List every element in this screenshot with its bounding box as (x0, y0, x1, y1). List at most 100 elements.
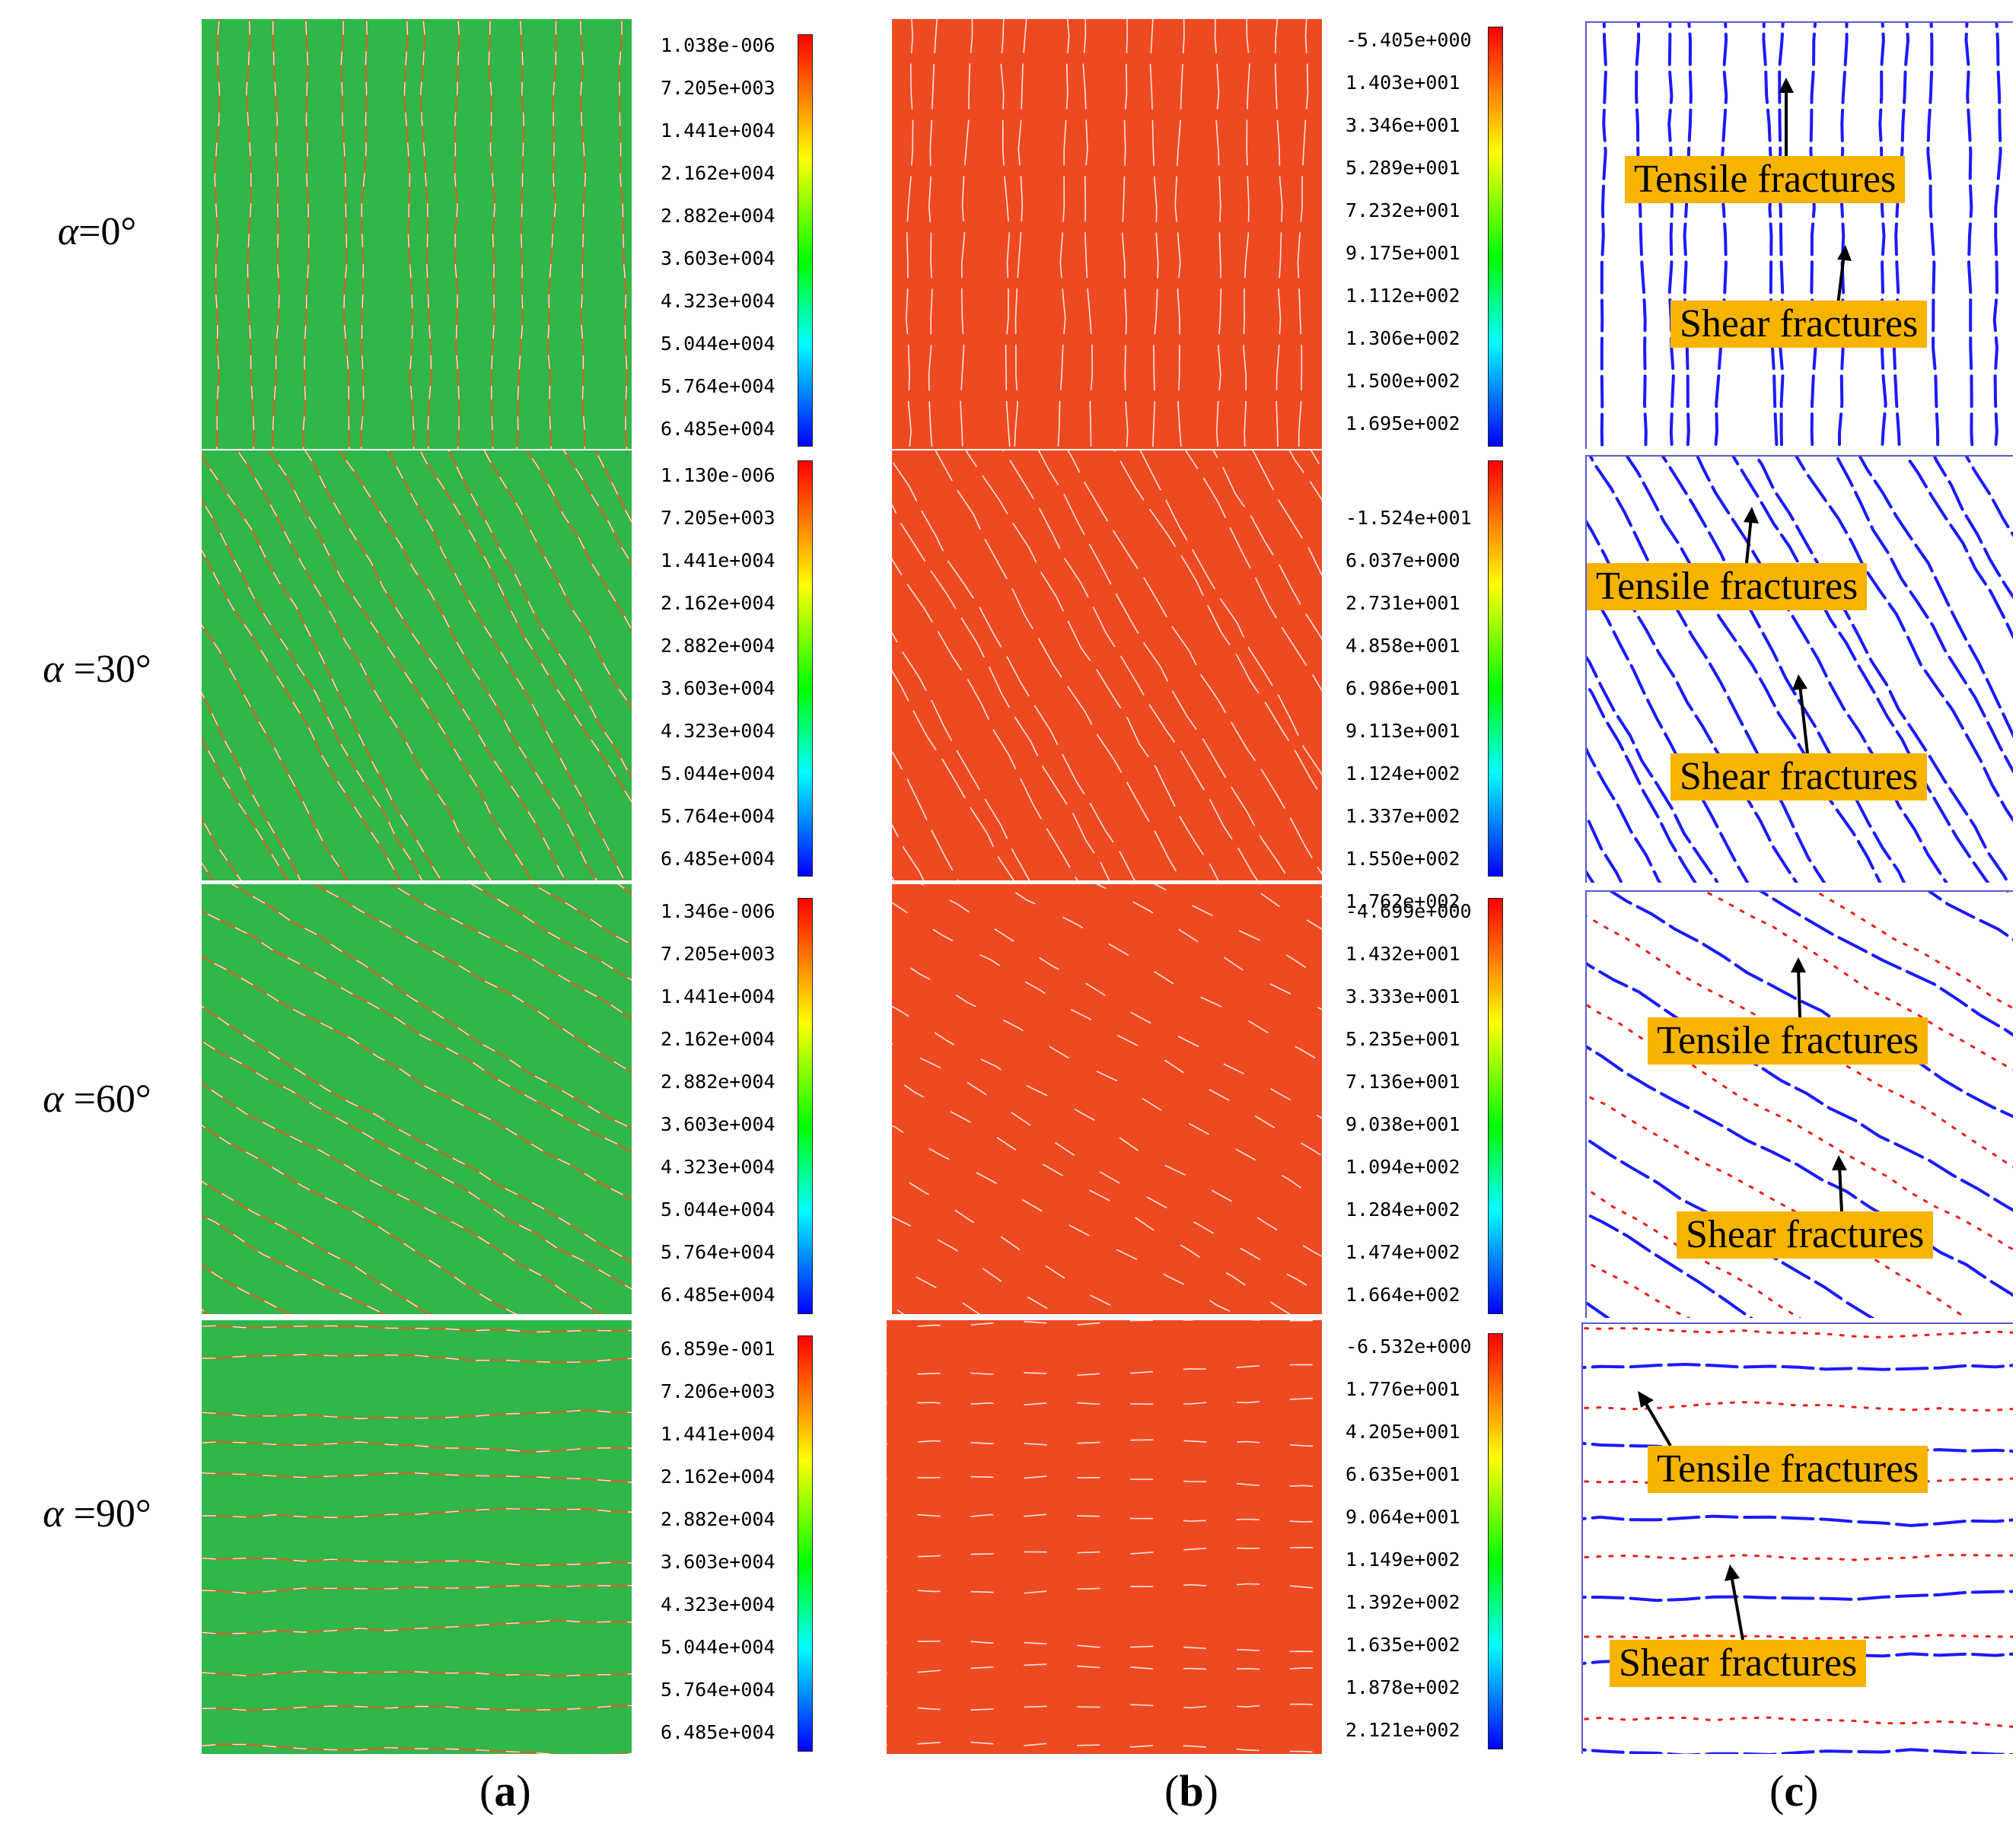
tick-label: 1.878e+002 (1346, 1676, 1460, 1698)
fracture-line (892, 1043, 1322, 1296)
tick-label: 2.882e+004 (661, 1071, 776, 1093)
colorbar-a-90 (798, 1335, 813, 1752)
contour-background (202, 19, 632, 449)
fracture-line (532, 884, 632, 946)
fracture-line (960, 19, 973, 449)
fracture-line (892, 631, 1030, 880)
arrow-icon (1792, 674, 1809, 754)
tick-label: 5.764e+004 (661, 1241, 776, 1263)
tensile-fractures-label: Tensile fractures (1587, 563, 1868, 610)
tick-label: 1.094e+002 (1346, 1156, 1460, 1178)
tick-label: 3.603e+004 (661, 1113, 776, 1135)
fracture-line (483, 450, 632, 710)
tick-label: 7.205e+003 (661, 507, 776, 529)
shear-fractures-label: Shear fractures (1670, 753, 1928, 801)
contour-background (887, 1320, 1322, 1754)
tick-label: 1.112e+002 (1346, 285, 1460, 307)
colorbar-a-0 (798, 34, 813, 447)
panel-b-90 (887, 1320, 1322, 1754)
tick-label: 1.441e+004 (661, 985, 776, 1007)
contour-background (202, 884, 632, 1314)
contour-background (202, 1320, 632, 1754)
fracture-line (202, 622, 349, 880)
fracture-line (202, 1325, 632, 1333)
fracture-line (304, 450, 567, 880)
tick-label: 2.162e+004 (661, 1028, 776, 1050)
tick-label: 3.333e+001 (1346, 985, 1460, 1007)
tick-label: 1.038e-006 (661, 34, 776, 56)
fracture-line (905, 19, 914, 449)
fracture-line (1082, 19, 1093, 449)
fracture-line (1149, 19, 1159, 449)
tick-label: 1.776e+001 (1346, 1378, 1460, 1400)
contour-background (892, 19, 1322, 449)
fracture-line (965, 450, 1219, 880)
fracture-line (1214, 19, 1222, 449)
tick-label: 5.044e+004 (661, 333, 776, 355)
fracture-line (1067, 450, 1322, 875)
fracture-line (419, 450, 632, 803)
fracture-line (1185, 450, 1322, 692)
fracture-line (202, 1354, 632, 1364)
fracture-line (1274, 19, 1283, 449)
panel-a-0 (202, 19, 632, 449)
tick-label: 1.392e+002 (1346, 1591, 1460, 1613)
tick-label: 4.323e+004 (661, 720, 776, 742)
tick-label: 1.149e+002 (1346, 1548, 1460, 1571)
tick-label: 2.162e+004 (661, 1466, 776, 1488)
tick-label: 6.986e+001 (1346, 677, 1460, 699)
fracture-line (468, 884, 632, 982)
fracture-line (1057, 19, 1070, 449)
fracture-line (1000, 19, 1011, 449)
fracture-line (1243, 19, 1250, 449)
colorbar-a-30 (798, 460, 813, 877)
tick-label: 4.323e+004 (661, 290, 776, 312)
tick-label: 5.764e+004 (661, 375, 776, 397)
tick-label: 7.136e+001 (1346, 1071, 1460, 1093)
tick-label: 5.289e+001 (1346, 157, 1460, 179)
fracture-line (892, 557, 1078, 880)
fracture-line (202, 1472, 632, 1483)
fracture-line (1448, 926, 2016, 1252)
arrow-icon (1836, 245, 1852, 305)
fracture-line (1002, 450, 1259, 880)
tick-label: 4.205e+001 (1346, 1421, 1460, 1443)
fracture-line (892, 669, 1015, 880)
fracture-line (1037, 450, 1291, 880)
tick-label: 1.664e+002 (1346, 1284, 1460, 1306)
tensile-fractures-label: Tensile fractures (1648, 1446, 1928, 1493)
column-label-c: (c) (1769, 1766, 1819, 1816)
fracture-line (448, 450, 632, 778)
fracture-line (245, 19, 255, 449)
arrow-icon (1791, 957, 1806, 1018)
tick-label: 1.441e+004 (661, 119, 776, 142)
fracture-line (387, 450, 626, 880)
tick-label: 4.858e+001 (1346, 635, 1460, 657)
panel-a-90 (202, 1320, 632, 1754)
colorbar-b-30 (1488, 460, 1503, 877)
tick-label: 6.485e+004 (661, 848, 776, 870)
panel-a-60 (202, 884, 632, 1314)
fracture-line (892, 750, 959, 880)
tick-label: 4.323e+004 (661, 1593, 776, 1615)
arrow-icon (1638, 1391, 1672, 1447)
tick-label: 1.550e+002 (1346, 848, 1460, 870)
tick-label: 2.882e+004 (661, 205, 776, 227)
tick-label: 6.485e+004 (661, 1721, 776, 1743)
tick-label: 1.441e+004 (661, 1423, 776, 1445)
fracture-line (1174, 19, 1185, 449)
tick-label: 5.235e+001 (1346, 1028, 1460, 1050)
tick-label: 1.130e-006 (661, 464, 776, 486)
tick-label: 1.403e+001 (1346, 72, 1460, 94)
fracture-line (579, 19, 586, 449)
colorbar-b-90 (1488, 1333, 1503, 1749)
tick-label: 9.113e+001 (1346, 720, 1460, 742)
fracture-line (202, 955, 632, 1202)
contour-background (892, 450, 1322, 880)
tick-label: 7.205e+003 (661, 77, 776, 99)
tick-label: 1.284e+002 (1346, 1198, 1460, 1221)
column-label-a: (a) (479, 1766, 531, 1816)
tick-label: 2.162e+004 (661, 592, 776, 614)
tick-label: 5.764e+004 (661, 805, 776, 827)
fracture-line (403, 19, 415, 449)
